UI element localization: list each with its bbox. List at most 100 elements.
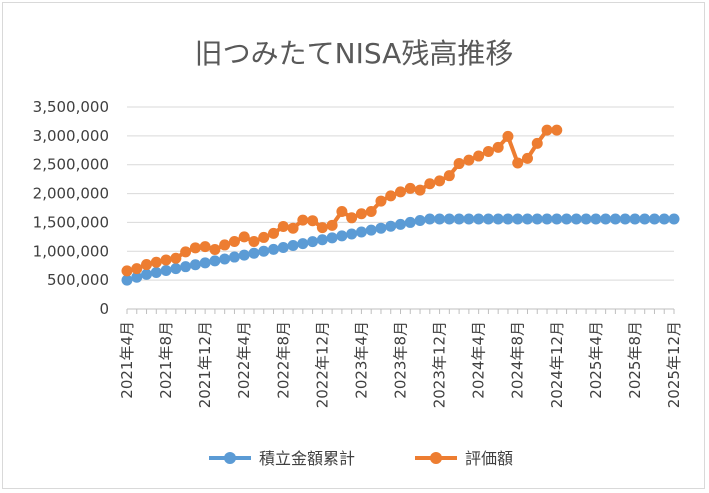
data-point <box>561 213 573 225</box>
chart: 旧つみたてNISA残高推移 0 500,000 1,000,000 1,500,000… <box>33 37 683 468</box>
data-point <box>268 243 280 255</box>
data-point <box>346 228 358 240</box>
data-point <box>629 213 641 225</box>
x-tick-label: 2024年8月 <box>509 321 527 399</box>
data-point <box>648 213 660 225</box>
data-point <box>287 222 299 234</box>
data-point <box>443 170 455 182</box>
x-tick-label: 2025年4月 <box>587 321 605 399</box>
data-point <box>228 235 240 247</box>
y-tick-label: 2,500,000 <box>33 156 109 174</box>
x-tick-label: 2024年12月 <box>548 321 566 408</box>
data-point <box>316 234 328 246</box>
data-point <box>346 212 358 224</box>
data-point <box>492 213 504 225</box>
data-point <box>326 219 338 231</box>
data-point <box>277 220 289 232</box>
data-point <box>121 274 133 286</box>
data-point <box>473 213 485 225</box>
data-point <box>189 242 201 254</box>
data-point <box>463 154 475 166</box>
data-point <box>248 247 260 259</box>
data-point <box>502 213 514 225</box>
legend-item: 積立金額累計 <box>209 449 355 468</box>
data-point <box>434 175 446 187</box>
data-point <box>502 130 514 142</box>
data-point <box>609 213 621 225</box>
x-tick-label: 2023年8月 <box>392 321 410 399</box>
y-tick-label: 1,000,000 <box>33 242 109 260</box>
legend-item: 評価額 <box>415 449 513 468</box>
data-point <box>443 213 455 225</box>
x-tick-label: 2025年8月 <box>626 321 644 399</box>
data-point <box>531 137 543 149</box>
data-point <box>395 218 406 230</box>
data-point <box>639 213 651 225</box>
data-point <box>551 213 563 225</box>
x-tick-label: 2021年12月 <box>196 321 214 408</box>
y-tick-label: 0 <box>99 300 109 318</box>
data-point <box>414 215 426 227</box>
series-0 <box>121 213 680 286</box>
x-tick-label: 2025年12月 <box>665 321 683 408</box>
data-point <box>404 216 416 228</box>
data-point <box>170 263 182 275</box>
data-point <box>160 265 172 277</box>
data-point <box>219 253 231 265</box>
y-tick-label: 1,500,000 <box>33 213 109 231</box>
data-point <box>258 245 270 257</box>
data-point <box>297 238 309 250</box>
y-tick-label: 2,000,000 <box>33 185 109 203</box>
data-point <box>121 265 133 277</box>
series-1 <box>121 124 563 277</box>
data-point <box>160 254 172 266</box>
data-point <box>551 124 563 136</box>
data-point <box>355 226 367 238</box>
data-point <box>336 205 348 217</box>
data-point <box>209 244 221 256</box>
data-point <box>521 152 533 164</box>
data-point <box>150 256 162 268</box>
legend-label: 評価額 <box>465 449 513 468</box>
data-point <box>473 150 485 162</box>
data-point <box>658 213 670 225</box>
data-point <box>395 186 406 198</box>
data-point <box>326 232 338 244</box>
data-point <box>668 213 680 225</box>
data-point <box>424 178 436 190</box>
data-point <box>219 239 231 251</box>
data-point <box>316 222 328 234</box>
data-point <box>199 257 211 269</box>
data-point <box>404 182 416 194</box>
x-tick-label: 2024年4月 <box>470 321 488 399</box>
data-point <box>209 255 221 267</box>
x-tick-label: 2022年4月 <box>235 321 253 399</box>
data-point <box>541 213 553 225</box>
data-point <box>365 224 377 236</box>
data-point <box>531 213 543 225</box>
data-point <box>228 251 240 263</box>
data-point <box>512 213 524 225</box>
data-point <box>180 261 192 273</box>
data-point <box>131 271 143 283</box>
data-point <box>375 222 387 234</box>
data-point <box>258 231 270 243</box>
y-tick-label: 3,500,000 <box>33 98 109 116</box>
x-tick-label: 2022年8月 <box>274 321 292 399</box>
x-tick-label: 2022年12月 <box>313 321 331 408</box>
data-point <box>492 141 504 153</box>
data-point <box>307 236 319 248</box>
data-point <box>238 231 250 243</box>
y-tick-label: 3,000,000 <box>33 127 109 145</box>
data-point <box>307 215 319 227</box>
legend-marker <box>430 452 442 464</box>
axes: 0 500,000 1,000,000 1,500,000 2,000,000 2,500… <box>33 98 683 408</box>
data-point <box>131 263 143 275</box>
data-point <box>297 214 309 226</box>
data-point <box>385 190 397 202</box>
data-point <box>180 246 192 258</box>
data-point <box>600 213 612 225</box>
data-point <box>170 252 182 264</box>
data-point <box>590 213 602 225</box>
data-point <box>414 184 426 196</box>
